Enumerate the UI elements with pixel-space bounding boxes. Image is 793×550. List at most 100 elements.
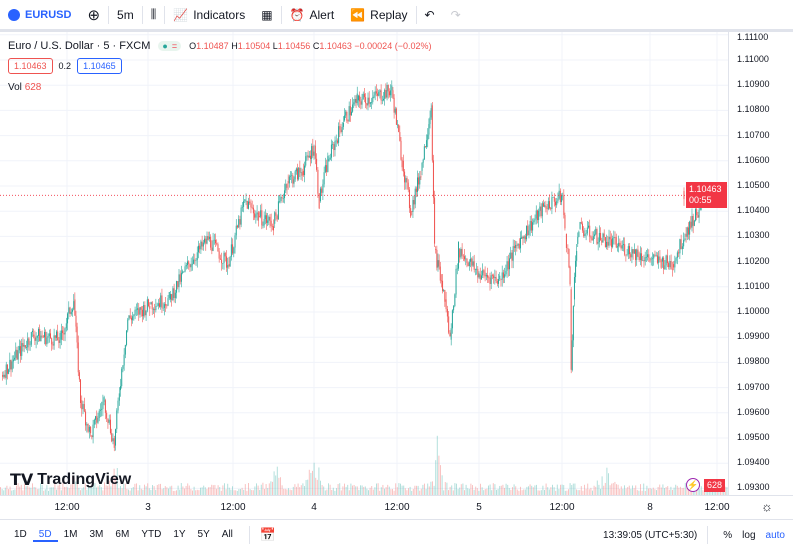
volume-bar xyxy=(516,489,518,495)
candle-body xyxy=(607,241,609,246)
time-tick-label: 5 xyxy=(476,502,482,513)
candle-body xyxy=(270,220,272,227)
price-chart[interactable] xyxy=(0,32,728,495)
candle-body xyxy=(127,319,129,331)
candle-body xyxy=(521,236,523,239)
layouts-button[interactable]: ▦ xyxy=(253,0,280,29)
candle-body xyxy=(412,199,414,213)
candle-body xyxy=(287,180,289,184)
interval-button[interactable]: 5m xyxy=(109,0,142,29)
candle-body xyxy=(366,103,368,106)
undo-button[interactable]: ↶ xyxy=(417,0,443,29)
volume-bar xyxy=(230,489,232,495)
candle-body xyxy=(279,201,281,202)
auto-scale-toggle[interactable]: auto xyxy=(765,529,785,541)
market-status[interactable]: ● = xyxy=(158,41,182,51)
candle-body xyxy=(600,232,602,241)
candle-body xyxy=(445,299,447,310)
volume-bar xyxy=(430,481,432,495)
go-to-date-icon[interactable]: 📅 xyxy=(259,527,277,542)
compare-button[interactable]: ⊕ xyxy=(79,0,108,29)
lightning-icon[interactable]: ⚡ xyxy=(686,478,700,492)
candle-body xyxy=(420,176,422,178)
candle-body xyxy=(255,214,257,218)
redo-button[interactable]: ↷ xyxy=(443,0,469,29)
sell-price-button[interactable]: 1.10463 xyxy=(8,58,53,74)
buy-price-button[interactable]: 1.10465 xyxy=(77,58,122,74)
volume-bar xyxy=(40,483,41,495)
volume-bar xyxy=(561,484,563,495)
candle-body xyxy=(663,257,665,270)
time-axis[interactable]: ☼ 12:00 3 12:00 4 12:00 5 12:00 8 12:00 xyxy=(0,495,793,519)
indicators-button[interactable]: 📈 Indicators xyxy=(165,0,253,29)
volume-bar xyxy=(545,483,547,495)
candle-body xyxy=(698,209,700,218)
volume-bar xyxy=(216,488,217,495)
alert-button[interactable]: ⏰ Alert xyxy=(282,0,343,29)
chart-pane[interactable] xyxy=(0,32,728,495)
candle-body xyxy=(205,238,207,244)
candle-body xyxy=(190,264,192,268)
volume-bar xyxy=(414,485,416,495)
equals-icon: = xyxy=(171,41,178,51)
volume-bar xyxy=(28,487,30,495)
range-ytd[interactable]: YTD xyxy=(141,528,162,540)
candle-body xyxy=(356,93,358,104)
volume-bar xyxy=(680,486,681,495)
replay-button[interactable]: ⏪ Replay xyxy=(342,0,415,29)
candle-body xyxy=(269,216,271,221)
volume-bar xyxy=(179,489,181,495)
volume-bar xyxy=(675,484,677,495)
volume-bar xyxy=(568,489,569,495)
candle-body xyxy=(670,261,672,269)
settings-gear-icon[interactable]: ☼ xyxy=(761,499,773,514)
range-3m[interactable]: 3M xyxy=(89,528,104,540)
clock[interactable]: 13:39:05 (UTC+5:30) xyxy=(603,529,698,541)
volume-bar xyxy=(612,483,614,495)
candle-body xyxy=(17,350,19,360)
volume-bar xyxy=(264,488,265,495)
candle-body xyxy=(512,246,514,261)
range-1m[interactable]: 1M xyxy=(63,528,78,540)
volume-bar xyxy=(0,487,1,495)
high-value: 1.10504 xyxy=(237,41,271,51)
price-tick-label: 1.10900 xyxy=(737,79,770,90)
candle-body xyxy=(498,279,500,284)
range-6m[interactable]: 6M xyxy=(115,528,130,540)
candle-body xyxy=(168,292,170,299)
candle-body xyxy=(15,349,17,358)
tradingview-logo[interactable]: 𝗧𝗩 TradingView xyxy=(10,470,131,490)
volume-bar xyxy=(604,482,606,495)
percent-scale-toggle[interactable]: % xyxy=(723,529,733,541)
range-5y[interactable]: 5Y xyxy=(197,528,210,540)
log-scale-toggle[interactable]: log xyxy=(742,529,756,541)
volume-bar xyxy=(56,489,57,495)
candle-body xyxy=(553,196,555,202)
candle-body xyxy=(690,221,692,228)
candle-body xyxy=(98,410,100,418)
price-axis[interactable]: 1.11100 1.11000 1.10900 1.10800 1.10700 1.106… xyxy=(728,32,793,495)
candle-body xyxy=(54,335,56,338)
range-1d[interactable]: 1D xyxy=(14,528,27,540)
range-5d[interactable]: 5D xyxy=(32,529,58,542)
volume-bar xyxy=(24,483,25,495)
volume-bar xyxy=(99,484,101,495)
chart-type-button[interactable]: ⫼ xyxy=(143,0,165,29)
candle-body xyxy=(630,254,632,258)
volume-bar xyxy=(542,485,544,495)
symbol-search[interactable]: EURUSD xyxy=(0,0,79,29)
volume-bar xyxy=(550,487,552,495)
volume-bar xyxy=(158,484,160,495)
candle-body xyxy=(74,299,76,316)
candle-body xyxy=(135,309,137,311)
volume-bar xyxy=(547,487,549,495)
volume-bar xyxy=(488,485,489,495)
range-all[interactable]: All xyxy=(221,528,233,540)
candle-body xyxy=(249,201,251,204)
candle-body xyxy=(156,305,158,307)
candle-body xyxy=(411,211,413,213)
candle-body xyxy=(626,254,628,256)
range-1y[interactable]: 1Y xyxy=(173,528,186,540)
volume-bar xyxy=(6,485,8,495)
volume-bar xyxy=(11,490,13,495)
